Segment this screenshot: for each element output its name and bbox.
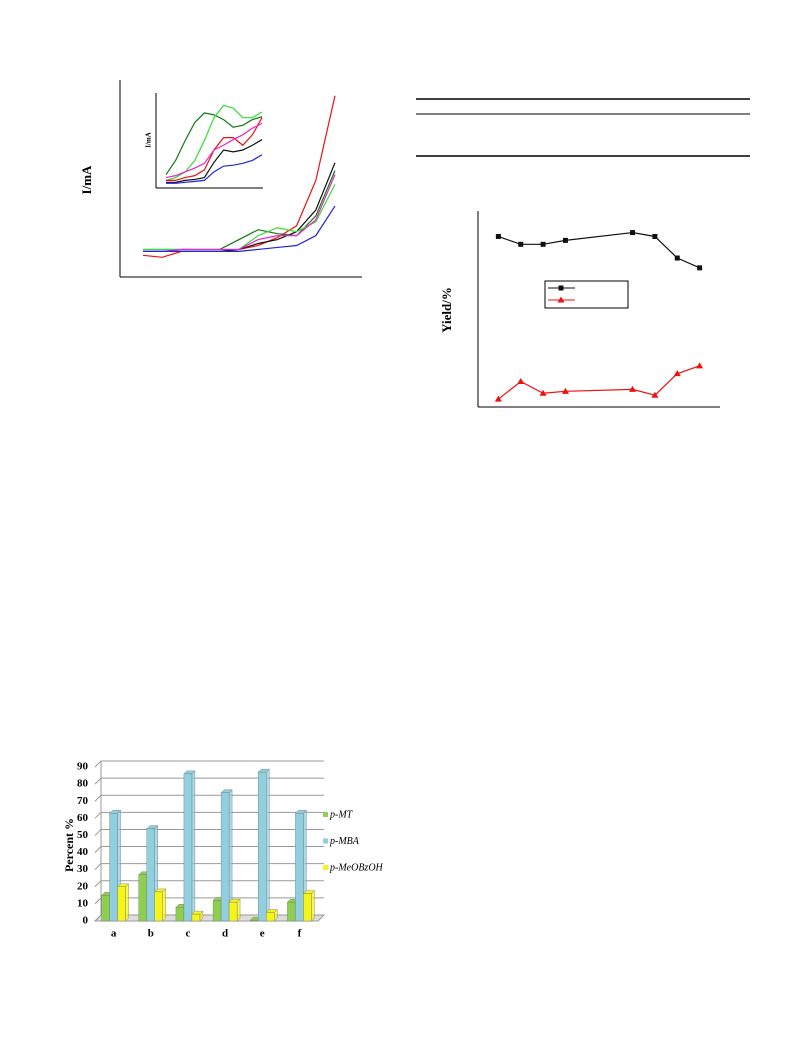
y-tick-label: 40	[77, 846, 89, 858]
legend-marker	[558, 285, 564, 291]
bar-front	[138, 874, 147, 922]
grid-line	[94, 846, 324, 853]
data-line	[143, 205, 336, 252]
data-point	[674, 255, 680, 261]
data-point	[495, 233, 501, 239]
bar-front	[228, 901, 238, 922]
bar	[117, 883, 130, 922]
grid-line	[94, 811, 324, 819]
y-tick-label: 0	[83, 915, 89, 927]
y-tick-label: 70	[77, 795, 89, 807]
grid-line	[94, 794, 324, 802]
grid-line	[94, 914, 324, 922]
bar-front	[191, 913, 201, 922]
bar-front	[220, 792, 230, 922]
data-line	[166, 117, 263, 181]
x-tick-label: f	[298, 928, 302, 940]
data-line	[498, 231, 700, 269]
data-point	[696, 362, 704, 369]
bar-front	[183, 773, 193, 922]
bar-front	[295, 813, 304, 922]
data-line	[165, 112, 263, 176]
y-tick-label: 50	[77, 829, 89, 841]
bar-front	[303, 893, 312, 922]
y-axis-label: I/mA	[79, 165, 94, 195]
bar-side	[125, 883, 129, 922]
data-point	[561, 387, 569, 394]
data-point	[562, 237, 568, 243]
bar	[257, 768, 270, 922]
y-axis-label: Yield/%	[439, 287, 454, 333]
data-point	[518, 241, 524, 247]
x-tick-label: a	[111, 928, 117, 940]
data-line	[166, 154, 263, 184]
data-line	[166, 139, 263, 183]
bar	[228, 898, 241, 922]
data-point	[697, 265, 703, 271]
grid-line	[94, 897, 324, 905]
y-tick-label: 10	[77, 897, 89, 909]
data-line	[165, 122, 263, 179]
data-line	[497, 365, 700, 400]
legend-swatch	[323, 838, 328, 844]
bar	[191, 910, 204, 922]
data-point	[652, 233, 658, 239]
bar-front	[154, 891, 163, 922]
grid-line	[94, 863, 324, 871]
data-point	[673, 370, 681, 377]
bar-front	[212, 900, 222, 922]
legend-marker	[557, 296, 565, 303]
legend-swatch	[323, 812, 328, 817]
y-tick-label: 80	[77, 778, 89, 790]
grid-line	[94, 777, 324, 785]
legend-box	[544, 280, 629, 309]
x-tick-label: c	[185, 928, 190, 940]
bar	[154, 888, 167, 922]
legend-swatch	[323, 865, 328, 870]
data-line	[165, 104, 263, 181]
bar-front	[146, 828, 155, 922]
table-rules	[416, 98, 750, 157]
bar-front	[117, 886, 126, 922]
grid-line	[94, 760, 324, 768]
bar	[183, 770, 196, 922]
y-tick-label: 30	[77, 863, 89, 875]
x-tick-label: e	[260, 928, 265, 940]
legend-label: p-MT	[329, 809, 354, 820]
data-point	[629, 385, 637, 392]
bar-front	[175, 907, 185, 922]
data-point	[517, 378, 525, 385]
legend-label: p-MBA	[329, 836, 360, 847]
bar-side	[191, 770, 196, 922]
x-tick-label: b	[148, 928, 154, 940]
bar-side	[266, 768, 270, 922]
grid-line	[94, 828, 324, 836]
bar-side	[236, 898, 241, 922]
data-line	[143, 174, 336, 252]
y-tick-label: 20	[77, 880, 89, 892]
y-tick-label: 90	[77, 761, 89, 773]
data-point	[494, 395, 502, 402]
bar-front	[287, 901, 296, 922]
bar-front	[101, 895, 110, 922]
y-tick-label: 60	[77, 812, 89, 824]
bar-front	[250, 919, 259, 922]
bar	[265, 908, 278, 922]
data-point	[539, 389, 547, 396]
bar-side	[311, 890, 315, 922]
bar-front	[109, 813, 118, 922]
legend-label: p-MeOBzOH	[329, 862, 384, 873]
data-point	[540, 241, 546, 247]
y-axis-label: I/mA	[145, 132, 153, 148]
data-point	[651, 391, 659, 398]
bar-front	[258, 771, 267, 922]
bar	[302, 890, 315, 922]
data-point	[630, 230, 636, 236]
grid-line	[94, 880, 324, 888]
bar-side	[162, 888, 166, 922]
y-axis-label: Percent %	[62, 818, 76, 872]
x-tick-label: d	[222, 928, 228, 940]
bar-front	[266, 912, 275, 922]
